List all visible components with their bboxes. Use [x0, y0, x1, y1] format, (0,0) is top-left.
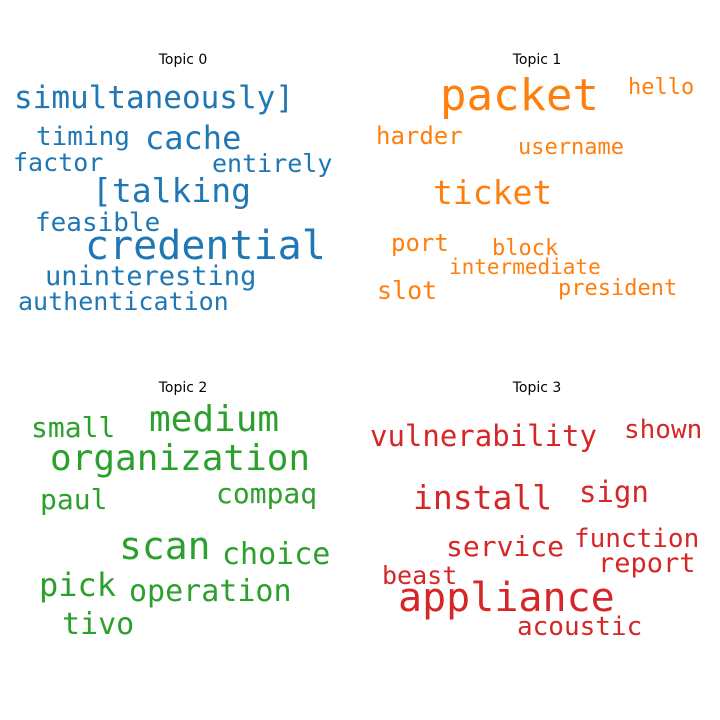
topic-3-word: beast: [382, 561, 458, 590]
topic-1-word: slot: [377, 276, 438, 305]
topic-3-title: Topic 3: [512, 380, 562, 396]
topic-1-word: president: [558, 276, 678, 301]
topic-1-word: ticket: [433, 173, 553, 212]
topic-2-word: small: [31, 411, 116, 444]
topic-1-title: Topic 1: [512, 52, 562, 68]
topic-2-word: paul: [40, 483, 108, 516]
topic-0-title: Topic 0: [158, 52, 208, 68]
topic-1-word: harder: [376, 122, 463, 150]
topic-1-word: block: [492, 236, 559, 261]
topic-2-word: pick: [39, 566, 117, 604]
topic-2-word: medium: [149, 399, 280, 440]
topic-0-word: authentication: [18, 287, 229, 316]
topic-3-word: function: [574, 524, 700, 554]
topic-0-word: timing: [36, 122, 130, 152]
topic-0-word: simultaneously]: [14, 80, 294, 116]
topic-2-word: operation: [129, 574, 292, 609]
topic-3-word: install: [413, 478, 553, 517]
topic-3-word: shown: [624, 415, 703, 445]
topic-2-title: Topic 2: [158, 380, 208, 396]
topic-0-word: factor: [13, 148, 104, 177]
topic-2-word: tivo: [62, 607, 135, 642]
topic-1-word: port: [391, 229, 449, 257]
topic-3-word: vulnerability: [370, 419, 597, 453]
topic-1-word: intermediate: [449, 255, 601, 279]
topic-0-word: [talking: [92, 171, 251, 210]
topic-2-word: organization: [50, 438, 311, 479]
topic-3-word: appliance: [398, 575, 615, 621]
topic-0-word: uninteresting: [45, 261, 257, 292]
topic-2-word: scan: [119, 524, 211, 568]
topic-2-word: compaq: [216, 477, 318, 510]
topic-3-word: sign: [579, 475, 649, 509]
topic-1-word: username: [518, 135, 624, 160]
topic-3-word: service: [446, 530, 565, 563]
topic-1-word: packet: [440, 70, 599, 121]
topic-3-word: acoustic: [517, 612, 643, 642]
topic-0-word: cache: [145, 119, 242, 157]
topic-0-word: feasible: [35, 208, 161, 238]
topic-2-word: choice: [222, 537, 331, 572]
topic-1-word: hello: [628, 75, 695, 100]
topic-3-word: report: [598, 548, 696, 579]
topic-0-word: entirely: [212, 149, 333, 178]
topic-0-word: credential: [85, 223, 326, 269]
